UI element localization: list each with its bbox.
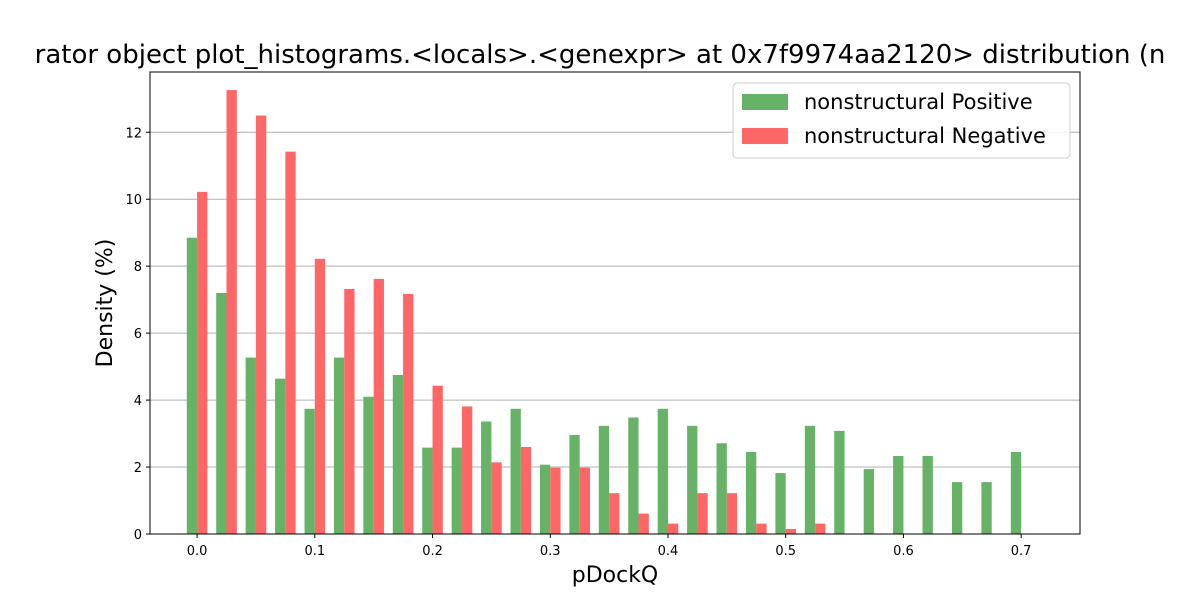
bar-nonstructural-positive	[569, 434, 580, 534]
bar-nonstructural-positive	[363, 396, 374, 534]
y-tick-label: 12	[125, 126, 142, 141]
y-tick-label: 6	[134, 327, 142, 342]
bar-nonstructural-positive	[628, 417, 639, 534]
bar-nonstructural-positive	[451, 447, 462, 534]
bar-nonstructural-negative	[697, 493, 708, 534]
legend-label: nonstructural Negative	[804, 124, 1046, 148]
bar-nonstructural-positive	[1010, 451, 1022, 534]
bar-nonstructural-positive	[804, 425, 816, 534]
bar-nonstructural-negative	[285, 151, 296, 534]
bar-nonstructural-positive	[981, 482, 992, 534]
bar-nonstructural-positive	[863, 469, 874, 534]
bar-nonstructural-positive	[333, 357, 345, 534]
bar-nonstructural-positive	[775, 473, 786, 534]
bar-nonstructural-positive	[893, 455, 904, 534]
bar-nonstructural-positive	[392, 374, 404, 534]
bar-nonstructural-negative	[726, 493, 738, 534]
bar-nonstructural-negative	[403, 293, 414, 534]
bar-nonstructural-positive	[922, 455, 933, 534]
bar-nonstructural-positive	[539, 464, 551, 534]
bar-nonstructural-positive	[422, 447, 433, 534]
bar-nonstructural-positive	[304, 408, 315, 534]
x-tick-label: 0.3	[540, 544, 561, 559]
bar-nonstructural-negative	[638, 513, 649, 534]
legend-swatch	[742, 128, 788, 144]
x-tick-label: 0.5	[775, 544, 796, 559]
bar-nonstructural-negative	[432, 385, 443, 534]
bar-nonstructural-positive	[186, 237, 198, 534]
y-tick-label: 8	[134, 260, 142, 275]
bar-nonstructural-negative	[579, 467, 590, 534]
bar-nonstructural-negative	[226, 90, 237, 535]
y-tick-label: 4	[134, 394, 142, 409]
bar-nonstructural-negative	[197, 191, 208, 534]
bar-nonstructural-negative	[314, 258, 326, 534]
bar-nonstructural-positive	[598, 425, 610, 534]
y-tick-label: 10	[125, 193, 142, 208]
bar-nonstructural-negative	[255, 115, 267, 535]
bar-nonstructural-positive	[834, 430, 845, 534]
x-tick-label: 0.7	[1011, 544, 1032, 559]
legend-swatch	[742, 94, 788, 110]
x-tick-label: 0.6	[893, 544, 914, 559]
y-tick-label: 2	[134, 461, 142, 476]
bar-nonstructural-positive	[716, 443, 727, 534]
bar-nonstructural-negative	[520, 446, 532, 534]
bar-nonstructural-positive	[657, 408, 668, 534]
bar-nonstructural-positive	[275, 378, 286, 534]
legend: nonstructural Positive nonstructural Nega…	[732, 82, 1071, 159]
bar-nonstructural-positive	[687, 425, 698, 534]
bar-nonstructural-negative	[491, 462, 502, 534]
bars	[186, 90, 1022, 535]
x-tick-label: 0.0	[187, 544, 208, 559]
bar-nonstructural-negative	[756, 523, 767, 534]
x-axis-label: pDockQ	[572, 563, 659, 588]
x-tick-label: 0.4	[658, 544, 679, 559]
y-tick-label: 0	[134, 528, 142, 543]
bar-nonstructural-negative	[609, 493, 620, 534]
legend-label: nonstructural Positive	[804, 90, 1033, 114]
bar-nonstructural-negative	[550, 467, 561, 534]
legend-box	[732, 82, 1071, 159]
bar-nonstructural-negative	[344, 288, 355, 534]
bar-nonstructural-positive	[216, 292, 227, 534]
bar-nonstructural-negative	[785, 528, 796, 534]
y-axis-label: Density (%)	[93, 239, 118, 368]
plot-frame	[149, 71, 1081, 535]
bar-nonstructural-negative	[373, 278, 384, 534]
bar-nonstructural-negative	[667, 523, 679, 534]
axis-ticks: 0 2 4 6 8 10 12 0.0 0.1 0.2 0.3 0.4 0.5 0.6 0.7	[125, 126, 1031, 559]
bar-nonstructural-positive	[745, 451, 757, 534]
chart-title: rator object plot_histograms.<locals>.<g…	[35, 40, 1166, 70]
x-tick-label: 0.2	[422, 544, 443, 559]
bar-nonstructural-negative	[461, 406, 473, 534]
x-tick-label: 0.1	[304, 544, 325, 559]
bar-nonstructural-positive	[481, 421, 492, 534]
bar-nonstructural-positive	[245, 357, 256, 534]
bar-nonstructural-positive	[510, 408, 521, 534]
bar-nonstructural-negative	[815, 523, 826, 534]
bar-nonstructural-positive	[951, 482, 963, 534]
